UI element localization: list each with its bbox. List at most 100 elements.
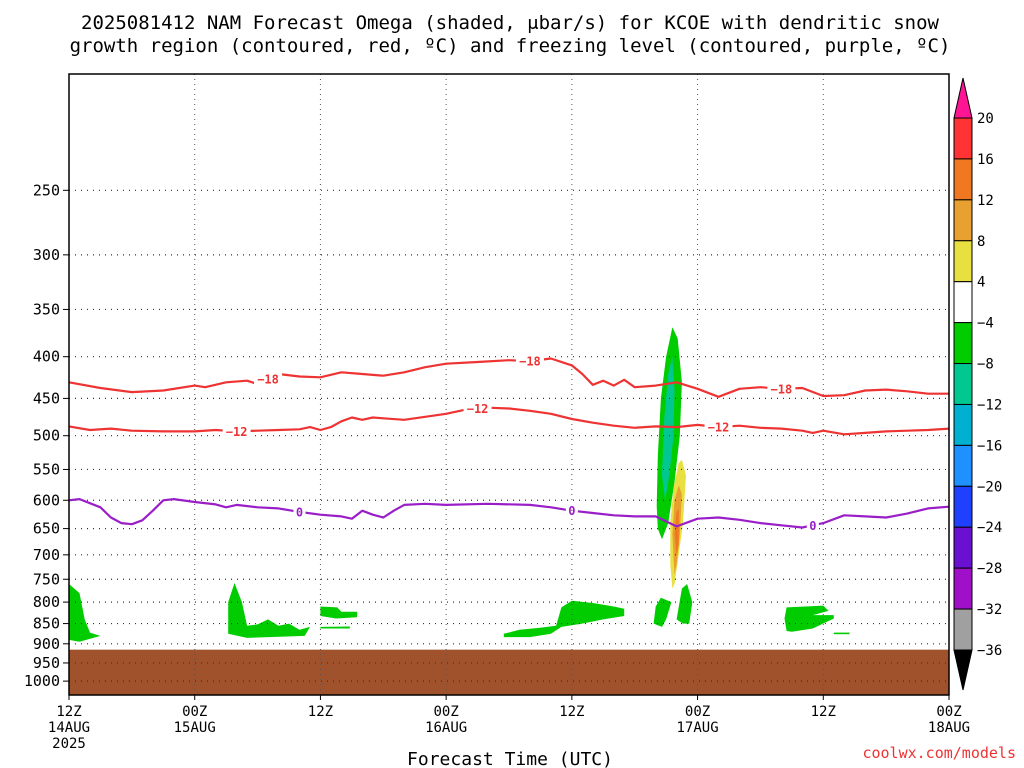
colorbar-label: −20 [977, 479, 1002, 495]
omega-region-5 [653, 597, 672, 627]
contour-label: −12 [226, 425, 248, 439]
y-tick-label: 950 [33, 654, 60, 672]
colorbar-label: 12 [977, 193, 994, 209]
x-tick-label: 18AUG [928, 720, 970, 736]
contour-label: −12 [467, 402, 489, 416]
omega-region-1 [228, 583, 310, 638]
contour-label: 0 [809, 519, 816, 533]
colorbar-label: −36 [977, 643, 1002, 659]
contour-label: −18 [257, 373, 279, 387]
omega-shading [69, 327, 850, 642]
colorbar-swatch [953, 403, 973, 446]
contour-0 [68, 498, 950, 529]
colorbar-label: −8 [977, 357, 994, 373]
contour-label-bg [704, 420, 733, 435]
y-tick-label: 850 [33, 615, 60, 633]
y-tick-label: 550 [33, 460, 60, 478]
contour-minus18 [68, 357, 949, 398]
colorbar-swatch [953, 240, 973, 283]
colorbar-bottom-arrow [953, 649, 973, 691]
y-tick-label: 900 [33, 635, 60, 653]
colorbar-swatch [953, 608, 973, 651]
colorbar-swatch [953, 526, 973, 569]
x-tick-label: 15AUG [174, 720, 216, 736]
omega-region-10 [662, 356, 675, 501]
y-tick-label: 350 [33, 300, 60, 318]
colorbar-swatch [953, 444, 973, 487]
chart-title: 2025081412 NAM Forecast Omega (shaded, μ… [70, 12, 951, 57]
y-tick-label: 250 [33, 181, 60, 199]
contour-label-bg [254, 372, 283, 387]
plot-frame [68, 73, 950, 696]
colorbar-label: 20 [977, 111, 994, 127]
omega-region-0 [69, 584, 101, 642]
colorbar-swatch [953, 281, 973, 324]
contour-label-bg [565, 503, 578, 518]
colorbar-top-arrow [953, 77, 973, 119]
colorbar-swatch [953, 322, 973, 365]
colorbar-label: 4 [977, 275, 985, 291]
title-line-1: 2025081412 NAM Forecast Omega (shaded, μ… [81, 12, 939, 34]
colorbar-label: 16 [977, 152, 994, 168]
grid-lines [69, 74, 949, 695]
colorbar-label: −24 [977, 520, 1002, 536]
colorbar-label: −4 [977, 316, 994, 332]
colorbar-label: −28 [977, 561, 1002, 577]
contour-label: 0 [296, 505, 303, 519]
colorbar-swatch [953, 117, 973, 160]
contour-label: −12 [708, 421, 730, 435]
omega-region-4 [503, 600, 625, 638]
x-tick-label: 00Z [182, 704, 207, 720]
omega-region-7 [784, 605, 834, 632]
x-tick-label: 14AUG [48, 720, 90, 736]
y-axis-ticks: 250 300 350 400 450 500 550 600 650 700 750 800 850 9… [24, 181, 69, 690]
x-tick-label: 16AUG [425, 720, 467, 736]
omega-region-13 [674, 509, 679, 555]
colorbar-swatch [953, 363, 973, 405]
omega-region-8 [833, 632, 850, 635]
contour-lines: −18 −18 −18 −12 −12 −12 0 0 0 [68, 354, 950, 533]
contour-label: −18 [519, 355, 541, 369]
terrain-fill [69, 649, 949, 695]
colorbar-swatch [953, 158, 973, 201]
x-tick-label: 12Z [559, 704, 584, 720]
x-tick-label: 2025 [52, 736, 86, 752]
y-tick-label: 300 [33, 246, 60, 264]
contour-minus12 [68, 406, 950, 436]
x-tick-label: 12Z [308, 704, 333, 720]
y-tick-label: 400 [33, 348, 60, 366]
x-tick-label: 00Z [433, 704, 458, 720]
contour-label-bg [767, 381, 796, 396]
x-tick-label: 00Z [936, 704, 961, 720]
contour-label-bg [293, 504, 306, 519]
colorbar-label: −32 [977, 602, 1002, 618]
colorbar: 20 16 12 8 4 −4 −8 −12 −16 −20 −24 −28 −32 −36 [953, 77, 1002, 691]
x-tick-label: 00Z [685, 704, 710, 720]
colorbar-label: 8 [977, 234, 985, 250]
credit-text: coolwx.com/models [862, 744, 1016, 762]
x-tick-label: 12Z [811, 704, 836, 720]
y-tick-label: 700 [33, 546, 60, 564]
x-tick-label: 17AUG [676, 720, 718, 736]
omega-region-2 [320, 606, 358, 619]
y-tick-label: 600 [33, 491, 60, 509]
contour-label-bg [222, 424, 251, 439]
colorbar-swatch [953, 567, 973, 610]
contour-label: 0 [568, 504, 575, 518]
colorbar-swatch [953, 199, 973, 242]
y-tick-label: 800 [33, 593, 60, 611]
omega-region-6 [676, 584, 693, 624]
y-tick-label: 650 [33, 520, 60, 538]
colorbar-label: −16 [977, 438, 1002, 454]
omega-region-3 [320, 626, 350, 629]
contour-label-bg [463, 401, 492, 416]
contour-label-bg [806, 518, 819, 533]
title-line-2: growth region (contoured, red, ºC) and f… [70, 35, 951, 57]
contour-label: −18 [771, 382, 793, 396]
y-tick-label: 1000 [24, 672, 60, 690]
contour-label-bg [515, 354, 544, 369]
y-tick-label: 500 [33, 427, 60, 445]
y-tick-label: 750 [33, 570, 60, 588]
